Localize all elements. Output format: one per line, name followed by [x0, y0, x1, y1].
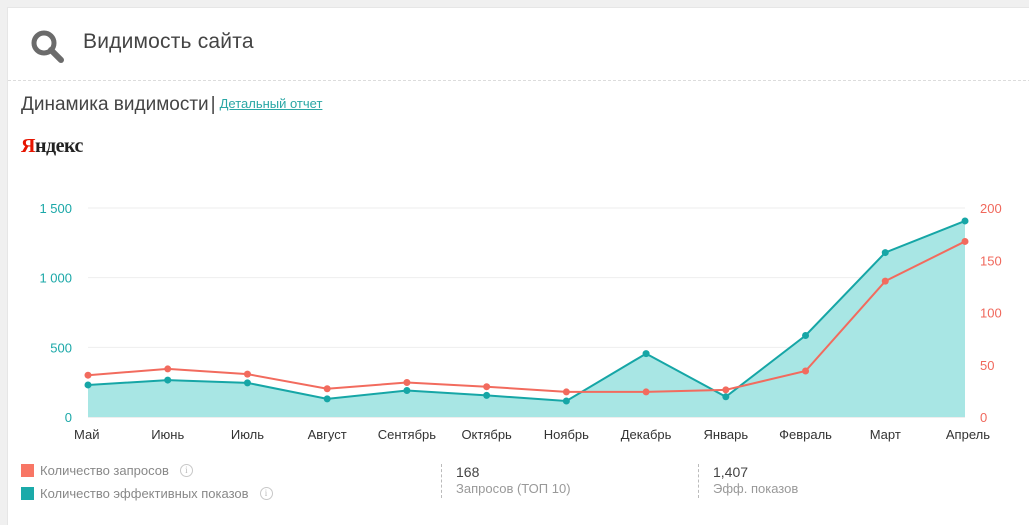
- x-tick-label: Март: [870, 427, 901, 442]
- impressions-area: [88, 220, 965, 417]
- x-tick-label: Октябрь: [461, 427, 512, 442]
- x-tick-label: Апрель: [946, 427, 990, 442]
- page-title: Видимость сайта: [83, 30, 254, 53]
- x-tick-label: Декабрь: [621, 427, 672, 442]
- search-icon: [31, 30, 64, 63]
- legend-item-queries: Количество запросов i: [21, 459, 273, 482]
- queries-point: [403, 379, 411, 387]
- chart-legend: Количество запросов i Количество эффекти…: [21, 459, 273, 505]
- x-tick-label: Август: [308, 427, 347, 442]
- impressions-point: [802, 331, 810, 339]
- stat-effective-impressions: 1,407 Эфф. показов: [698, 464, 798, 498]
- impressions-point: [164, 376, 172, 384]
- impressions-point: [483, 391, 491, 399]
- impressions-point: [403, 387, 411, 395]
- section-title: Динамика видимости | Детальный отчет: [21, 94, 322, 116]
- x-tick-label: Май: [74, 427, 99, 442]
- impressions-point: [722, 393, 730, 401]
- y-left-tick-label: 1 000: [39, 271, 72, 286]
- queries-point: [961, 237, 969, 245]
- y-left-tick-label: 500: [50, 340, 72, 355]
- title-separator: |: [210, 94, 216, 115]
- stat-top10-queries: 168 Запросов (ТОП 10): [441, 464, 571, 498]
- legend-item-impressions: Количество эффективных показов i: [21, 482, 273, 505]
- legend-swatch-impressions: [21, 487, 34, 500]
- queries-point: [881, 277, 889, 285]
- x-tick-label: Ноябрь: [544, 427, 589, 442]
- y-right-tick-label: 100: [980, 306, 1002, 321]
- y-right-tick-label: 0: [980, 410, 987, 425]
- impressions-point: [881, 249, 889, 257]
- queries-point: [562, 388, 570, 396]
- impressions-point: [642, 350, 650, 358]
- yandex-logo-first-letter: Я: [21, 135, 35, 157]
- impressions-line: [87, 220, 966, 402]
- queries-point: [722, 386, 730, 394]
- y-right-tick-label: 50: [980, 358, 994, 373]
- x-tick-label: Июнь: [151, 427, 184, 442]
- impressions-point: [562, 397, 570, 405]
- yandex-logo-rest: ндекс: [34, 135, 83, 157]
- queries-point: [164, 365, 172, 373]
- stat-value: 1,407: [713, 464, 749, 480]
- impressions-point: [243, 379, 251, 387]
- queries-point: [642, 388, 650, 396]
- legend-label-queries: Количество запросов: [40, 463, 169, 478]
- legend-swatch-queries: [21, 464, 34, 477]
- detailed-report-link[interactable]: Детальный отчет: [219, 96, 323, 111]
- queries-point: [483, 383, 491, 391]
- impressions-point: [961, 217, 969, 225]
- section-title-text: Динамика видимости: [21, 94, 209, 115]
- info-icon[interactable]: i: [259, 487, 273, 500]
- queries-line: [87, 240, 966, 393]
- stat-value: 168: [456, 464, 480, 480]
- yandex-logo: Яндекс: [21, 135, 83, 158]
- legend-label-impressions: Количество эффективных показов: [40, 486, 249, 501]
- impressions-point: [84, 381, 92, 389]
- queries-point: [802, 367, 810, 375]
- info-icon[interactable]: i: [179, 464, 193, 477]
- x-tick-label: Июль: [231, 427, 264, 442]
- visibility-chart: 0 500 1 000 1 500 0 50 100 150 200 Май Июнь Июль Авг…: [39, 201, 1002, 442]
- y-right-tick-label: 150: [980, 253, 1002, 268]
- impressions-point: [323, 395, 331, 403]
- card-header: Видимость сайта: [8, 8, 1029, 81]
- y-left-tick-label: 0: [65, 410, 72, 425]
- queries-point: [243, 370, 251, 378]
- x-tick-label: Январь: [704, 427, 749, 442]
- y-left-tick-label: 1 500: [39, 201, 72, 216]
- visibility-card: Видимость сайта: [7, 7, 1029, 525]
- x-tick-label: Февраль: [779, 427, 832, 442]
- queries-point: [323, 385, 331, 393]
- stat-label: Запросов (ТОП 10): [456, 481, 571, 496]
- y-right-tick-label: 200: [980, 201, 1002, 216]
- queries-point: [84, 371, 92, 379]
- stat-label: Эфф. показов: [713, 481, 799, 496]
- x-tick-label: Сентябрь: [378, 427, 436, 442]
